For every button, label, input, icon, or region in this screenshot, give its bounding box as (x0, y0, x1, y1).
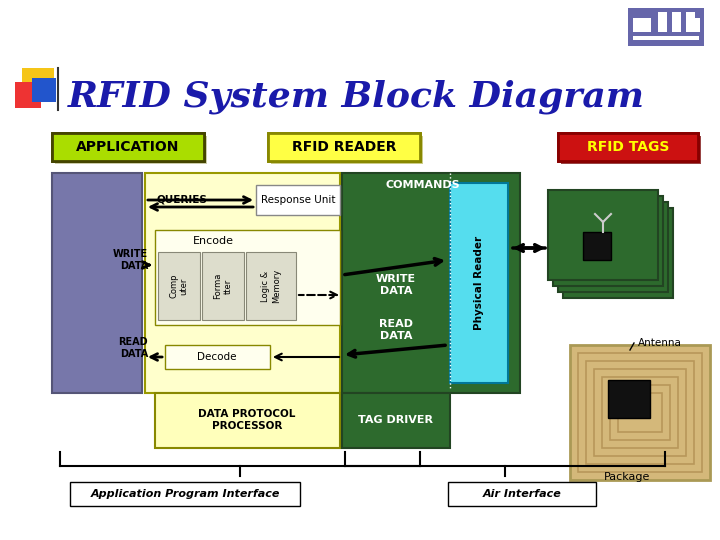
Text: Encode: Encode (192, 236, 233, 246)
Bar (448, 482, 596, 506)
Bar (553, 196, 663, 286)
Bar (570, 345, 710, 480)
Bar (594, 369, 686, 456)
Bar (633, 36, 699, 40)
Bar (578, 353, 702, 472)
Bar (628, 8, 704, 46)
Bar (342, 173, 520, 393)
Bar (268, 133, 420, 161)
Text: APPLICATION: APPLICATION (76, 140, 180, 154)
Text: WRITE
DATA: WRITE DATA (376, 274, 416, 296)
Bar (256, 185, 340, 215)
Bar (610, 385, 670, 440)
Text: Logic &
Memory: Logic & Memory (261, 269, 281, 303)
Bar (558, 133, 698, 161)
Bar (583, 232, 611, 260)
Bar (561, 136, 701, 164)
Bar (558, 133, 698, 161)
Text: RFID TAGS: RFID TAGS (587, 140, 669, 154)
Text: READ
DATA: READ DATA (379, 319, 413, 341)
Bar (690, 18, 700, 32)
Bar (158, 252, 200, 320)
Bar (165, 345, 270, 369)
Bar (342, 393, 450, 448)
Bar (55, 136, 207, 164)
Bar (271, 136, 423, 164)
Bar (52, 133, 204, 161)
Bar (450, 183, 508, 383)
Bar (618, 393, 662, 432)
Bar (202, 252, 244, 320)
Text: RFID System Block Diagram: RFID System Block Diagram (68, 80, 645, 114)
Text: QUERIES: QUERIES (156, 195, 207, 205)
Bar (563, 208, 673, 298)
Text: TAG DRIVER: TAG DRIVER (359, 415, 433, 425)
Text: READ
DATA: READ DATA (118, 337, 148, 359)
Bar (608, 380, 650, 418)
Bar (558, 202, 668, 292)
Text: Response Unit: Response Unit (261, 195, 336, 205)
Bar (246, 252, 296, 320)
Text: Physical Reader: Physical Reader (474, 236, 484, 330)
Text: WRITE
DATA: WRITE DATA (113, 249, 148, 271)
Text: Package: Package (604, 472, 650, 482)
Text: RFID READER: RFID READER (292, 140, 396, 154)
Bar (586, 361, 694, 464)
Bar (155, 230, 340, 325)
Text: Antenna: Antenna (638, 338, 682, 348)
Bar (32, 78, 56, 102)
Text: DATA PROTOCOL
PROCESSOR: DATA PROTOCOL PROCESSOR (198, 409, 296, 431)
Bar (22, 68, 54, 100)
Bar (633, 18, 651, 32)
Bar (52, 133, 204, 161)
Bar (672, 12, 681, 32)
Text: COMMANDS: COMMANDS (385, 180, 459, 190)
Text: Forma
tter: Forma tter (213, 273, 233, 299)
Bar (70, 482, 300, 506)
Bar (52, 173, 142, 393)
Bar (602, 377, 678, 448)
Bar (658, 12, 667, 32)
Bar (268, 133, 420, 161)
Bar (15, 82, 41, 108)
Text: Comp
uter: Comp uter (169, 274, 189, 298)
Bar (155, 393, 340, 448)
Bar (145, 173, 340, 393)
Text: Air Interface: Air Interface (482, 489, 562, 499)
Text: Application Program Interface: Application Program Interface (90, 489, 279, 499)
Bar (548, 190, 658, 280)
Text: Decode: Decode (197, 352, 237, 362)
Bar (686, 12, 695, 32)
